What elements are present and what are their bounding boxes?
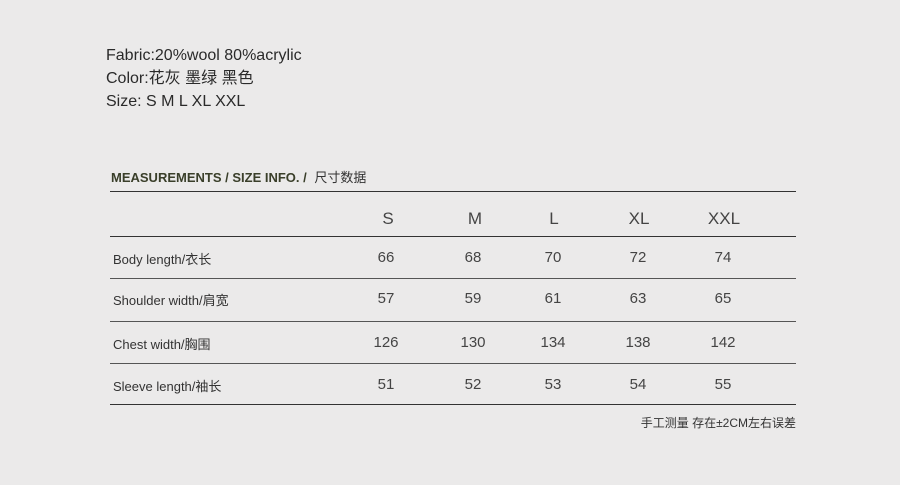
col-header: S: [382, 209, 394, 228]
col-header: XXL: [707, 209, 741, 228]
heading-size-info: SIZE INFO. /: [232, 170, 311, 185]
measurement-note: 手工测量 存在±2CM左右误差: [640, 416, 796, 430]
cell-value: 70: [544, 249, 562, 266]
cell-value: 74: [714, 249, 732, 266]
cell-value: 54: [629, 376, 647, 393]
divider: [110, 321, 796, 322]
cell-value: 52: [464, 376, 482, 393]
heading-measurements: MEASUREMENTS /: [111, 170, 233, 185]
size-text: Size: S M L XL XXL: [106, 93, 246, 110]
color-text: Color:花灰 墨绿 黑色: [106, 70, 254, 87]
table-heading: MEASUREMENTS / SIZE INFO. / 尺寸数据: [111, 167, 366, 186]
cell-value: 134: [540, 334, 566, 351]
divider: [110, 236, 796, 237]
row-label: Sleeve length/袖长: [113, 379, 222, 394]
product-info: Fabric:20%wool 80%acrylic Color:花灰 墨绿 黑色…: [106, 44, 302, 113]
cell-value: 66: [377, 249, 395, 266]
col-header: XL: [628, 209, 650, 228]
divider: [110, 191, 796, 192]
row-label: Body length/衣长: [113, 252, 212, 267]
divider: [110, 404, 796, 405]
row-label: Shoulder width/肩宽: [113, 293, 229, 308]
cell-value: 57: [377, 290, 395, 307]
cell-value: 68: [464, 249, 482, 266]
cell-value: 130: [460, 334, 486, 351]
row-label: Chest width/胸围: [113, 337, 211, 352]
cell-value: 53: [544, 376, 562, 393]
cell-value: 126: [373, 334, 399, 351]
cell-value: 72: [629, 249, 647, 266]
cell-value: 59: [464, 290, 482, 307]
col-header: L: [549, 209, 559, 228]
col-header: M: [467, 209, 483, 228]
cell-value: 142: [710, 334, 736, 351]
heading-cn: 尺寸数据: [314, 170, 367, 185]
divider: [110, 278, 796, 279]
cell-value: 51: [377, 376, 395, 393]
divider: [110, 363, 796, 364]
cell-value: 61: [544, 290, 562, 307]
cell-value: 138: [625, 334, 651, 351]
cell-value: 55: [714, 376, 732, 393]
cell-value: 65: [714, 290, 732, 307]
cell-value: 63: [629, 290, 647, 307]
fabric-text: Fabric:20%wool 80%acrylic: [106, 47, 302, 64]
